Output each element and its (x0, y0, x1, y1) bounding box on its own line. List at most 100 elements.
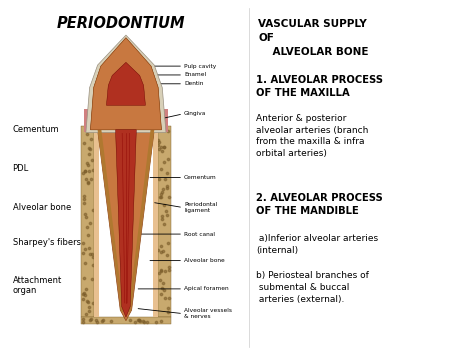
Point (81, 140, 88, 146)
Point (82, 215, 90, 220)
Polygon shape (81, 317, 171, 324)
Point (82, 168, 89, 174)
Text: PDL: PDL (12, 164, 29, 173)
Point (89, 276, 96, 282)
Point (79, 291, 87, 296)
Point (156, 278, 164, 283)
Point (90, 254, 97, 260)
Point (164, 183, 171, 189)
Point (79, 317, 87, 322)
Point (79, 296, 87, 302)
Point (160, 144, 167, 149)
Point (85, 145, 93, 151)
Point (79, 240, 86, 245)
Point (99, 317, 107, 323)
Point (164, 310, 172, 315)
Point (86, 146, 94, 152)
Point (92, 317, 100, 323)
Point (155, 176, 163, 182)
Point (158, 213, 166, 219)
Text: Dentin: Dentin (184, 81, 203, 86)
Point (83, 299, 91, 304)
Point (158, 217, 165, 222)
Point (88, 316, 95, 322)
Point (141, 319, 148, 324)
Text: 1. ALVEOLAR PROCESS
OF THE MAXILLA: 1. ALVEOLAR PROCESS OF THE MAXILLA (256, 75, 383, 98)
Point (157, 192, 164, 197)
Point (88, 252, 95, 257)
Point (163, 170, 171, 175)
Point (107, 319, 115, 324)
Text: Alveolar bone: Alveolar bone (184, 258, 225, 263)
Point (158, 285, 165, 291)
Point (88, 157, 96, 163)
Text: Cementum: Cementum (12, 125, 59, 134)
Point (83, 224, 91, 230)
Point (82, 312, 90, 317)
Point (160, 144, 168, 150)
Point (157, 249, 165, 255)
Point (157, 166, 165, 172)
Point (86, 168, 93, 174)
Point (165, 194, 173, 200)
Point (85, 162, 92, 168)
Polygon shape (84, 109, 167, 132)
Text: Alveolar bone: Alveolar bone (12, 203, 71, 212)
Point (164, 156, 172, 162)
Point (159, 248, 166, 254)
Text: a)Inferior alveolar arteries
(internal): a)Inferior alveolar arteries (internal) (256, 234, 378, 255)
Text: Apical foramen: Apical foramen (184, 286, 228, 291)
Polygon shape (94, 126, 99, 317)
Text: 2. ALVEOLAR PROCESS
OF THE MANDIBLE: 2. ALVEOLAR PROCESS OF THE MANDIBLE (256, 193, 383, 216)
Polygon shape (116, 130, 137, 317)
Text: Alveolar vessels
& nerves: Alveolar vessels & nerves (184, 308, 232, 319)
Point (84, 179, 92, 185)
Point (156, 194, 164, 200)
Point (85, 304, 93, 310)
Point (86, 318, 93, 323)
Point (157, 144, 165, 150)
Point (90, 262, 97, 267)
Point (81, 211, 88, 217)
Point (80, 251, 87, 256)
Text: Anterior & posterior
alveolar arteries (branch
from the maxilla & infra
orbital : Anterior & posterior alveolar arteries (… (256, 114, 368, 158)
Point (165, 267, 173, 273)
Point (88, 176, 95, 182)
Point (158, 148, 166, 154)
Text: Root canal: Root canal (184, 231, 215, 236)
Point (160, 159, 168, 165)
Polygon shape (158, 126, 171, 317)
Point (164, 305, 172, 311)
Point (155, 137, 162, 143)
Point (79, 170, 87, 176)
Point (80, 275, 88, 281)
Point (81, 196, 88, 201)
Point (83, 131, 91, 137)
Point (90, 167, 97, 173)
Point (162, 208, 170, 214)
Text: b) Periosteal branches of
 submental & buccal
 arteries (external).: b) Periosteal branches of submental & bu… (256, 271, 369, 304)
Point (155, 139, 163, 145)
Polygon shape (107, 62, 146, 105)
Text: Pulp cavity: Pulp cavity (184, 64, 216, 69)
Point (158, 194, 165, 200)
Point (98, 318, 106, 323)
Polygon shape (81, 126, 94, 317)
Polygon shape (98, 130, 155, 321)
Point (135, 317, 143, 323)
Point (87, 252, 94, 257)
Point (165, 264, 173, 270)
Point (157, 267, 164, 273)
Point (165, 295, 173, 301)
Point (155, 270, 163, 276)
Point (81, 246, 89, 251)
Point (159, 280, 167, 285)
Point (155, 146, 163, 152)
Point (162, 296, 169, 301)
Polygon shape (86, 35, 166, 132)
Point (85, 245, 93, 251)
Point (84, 180, 91, 186)
Text: Gingiva: Gingiva (184, 111, 207, 116)
Point (89, 207, 97, 213)
Polygon shape (91, 38, 161, 130)
